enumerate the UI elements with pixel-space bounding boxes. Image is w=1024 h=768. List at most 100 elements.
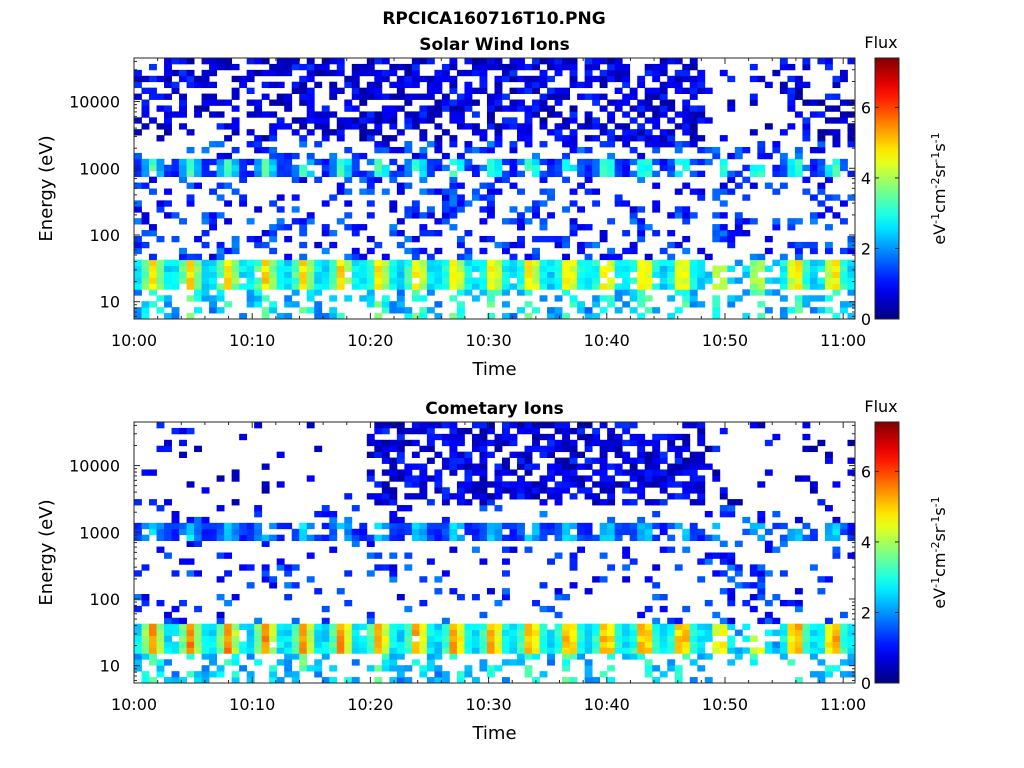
heatmap-cell: [314, 629, 323, 636]
heatmap-cell: [652, 534, 661, 542]
heatmap-cell: [832, 289, 841, 296]
heatmap-cell: [306, 629, 315, 636]
heatmap-cell: [486, 647, 495, 654]
heatmap-cell: [374, 277, 383, 284]
heatmap-cell: [614, 265, 623, 272]
heatmap-cell: [209, 522, 218, 530]
heatmap-cell: [434, 135, 443, 142]
heatmap-cell: [456, 265, 465, 272]
heatmap-cell: [471, 99, 480, 106]
heatmap-cell: [486, 277, 495, 284]
heatmap-cell: [396, 170, 405, 178]
heatmap-cell: [426, 677, 435, 684]
heatmap-cell: [719, 224, 728, 231]
heatmap-cell: [667, 635, 676, 642]
y-tick-label: 10000: [69, 457, 120, 476]
heatmap-cell: [734, 152, 743, 160]
heatmap-cell: [569, 111, 578, 118]
heatmap-cell: [832, 635, 841, 642]
heatmap-cell: [824, 247, 833, 255]
heatmap-cell: [449, 188, 458, 195]
heatmap-cell: [517, 283, 525, 290]
heatmap-cell: [704, 635, 713, 642]
heatmap-cell: [682, 433, 691, 441]
heatmap-cell: [231, 647, 240, 654]
heatmap-cell: [336, 313, 345, 320]
heatmap-cell: [291, 152, 300, 160]
heatmap-cell: [231, 271, 240, 278]
heatmap-cell: [742, 599, 751, 607]
heatmap-cell: [419, 164, 428, 172]
heatmap-cell: [321, 629, 330, 636]
heatmap-cell: [554, 522, 563, 530]
heatmap-cell: [539, 635, 548, 642]
heatmap-cell: [404, 647, 413, 654]
heatmap-cell: [389, 158, 398, 166]
heatmap-cell: [441, 623, 450, 631]
heatmap-cell: [291, 564, 300, 571]
heatmap-cell: [374, 111, 383, 118]
heatmap-cell: [194, 671, 202, 678]
heatmap-cell: [134, 283, 142, 290]
heatmap-cell: [351, 534, 360, 542]
heatmap-cell: [404, 528, 413, 536]
heatmap-cell: [389, 93, 398, 100]
heatmap-cell: [697, 194, 706, 201]
heatmap-cell: [757, 313, 766, 320]
heatmap-cell: [194, 623, 202, 631]
heatmap-cell: [224, 63, 233, 71]
heatmap-cell: [314, 265, 323, 272]
heatmap-cell: [381, 170, 390, 178]
heatmap-cell: [411, 289, 420, 296]
heatmap-cell: [719, 617, 728, 625]
heatmap-cell: [532, 283, 540, 290]
heatmap-cell: [336, 87, 345, 94]
heatmap-cell: [231, 283, 240, 290]
heatmap-cell: [201, 641, 210, 648]
heatmap-cell: [547, 105, 555, 112]
heatmap-cell: [847, 629, 856, 636]
heatmap-cell: [486, 635, 495, 642]
heatmap-cell: [284, 99, 293, 106]
heatmap-cell: [381, 534, 390, 542]
heatmap-cell: [201, 164, 210, 172]
heatmap-cell: [614, 647, 623, 654]
heatmap-cell: [847, 647, 856, 654]
heatmap-cell: [637, 123, 646, 130]
heatmap-cell: [584, 241, 593, 249]
heatmap-cell: [502, 641, 510, 648]
heatmap-cell: [299, 647, 308, 654]
heatmap-cell: [419, 313, 428, 320]
heatmap-cell: [419, 481, 428, 488]
heatmap-cell: [592, 301, 601, 308]
heatmap-cell: [637, 164, 646, 172]
heatmap-cell: [441, 105, 450, 112]
heatmap-cell: [622, 230, 631, 237]
heatmap-cell: [652, 93, 661, 100]
heatmap-cell: [164, 105, 172, 112]
heatmap-cell: [697, 146, 706, 154]
heatmap-cell: [411, 528, 420, 536]
heatmap-cell: [179, 123, 187, 130]
heatmap-cell: [134, 641, 142, 648]
heatmap-cell: [261, 295, 270, 302]
heatmap-cell: [697, 499, 706, 506]
heatmap-cell: [607, 69, 616, 77]
heatmap-cell: [261, 463, 270, 470]
heatmap-cell: [471, 487, 480, 494]
heatmap-cell: [817, 188, 826, 195]
heatmap-cell: [419, 671, 428, 678]
heatmap-cell: [577, 307, 586, 314]
heatmap-cell: [524, 481, 533, 488]
heatmap-cell: [779, 629, 788, 636]
heatmap-cell: [772, 218, 781, 225]
heatmap-cell: [539, 487, 548, 494]
heatmap-cell: [809, 307, 818, 314]
heatmap-cell: [381, 427, 390, 435]
heatmap-cell: [374, 271, 383, 278]
heatmap-cell: [186, 194, 195, 201]
heatmap-cell: [389, 301, 398, 308]
heatmap-cell: [411, 253, 420, 261]
heatmap-cell: [284, 653, 293, 660]
